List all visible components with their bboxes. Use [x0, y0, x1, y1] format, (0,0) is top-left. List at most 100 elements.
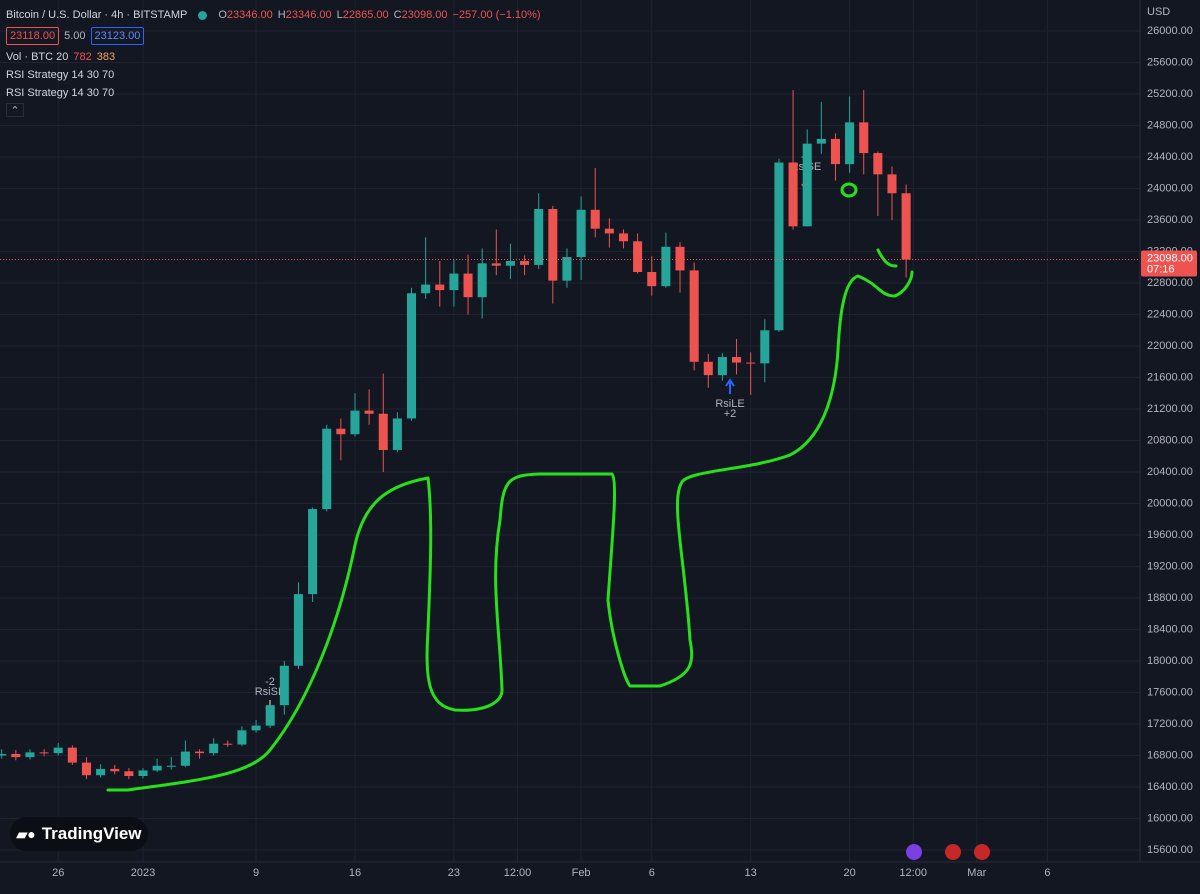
candle-body	[802, 143, 812, 227]
y-tick-label: 22800.00	[1147, 277, 1193, 289]
y-tick-label: 24400.00	[1147, 151, 1193, 163]
logo: ▰● TradingView	[10, 817, 148, 851]
y-tick-label: 21600.00	[1147, 371, 1193, 383]
candle-body	[562, 257, 572, 281]
candle-body	[520, 260, 530, 265]
last-price-label: 23098.00	[1147, 252, 1193, 264]
candle-body	[11, 753, 21, 758]
candle-body	[816, 138, 826, 144]
symbol: Bitcoin / U.S. Dollar · 4h · BITSTAMP	[6, 9, 188, 21]
y-tick-label: 26000.00	[1147, 25, 1193, 37]
candle-body	[604, 228, 614, 234]
candle-body	[576, 209, 586, 258]
candle-body	[491, 263, 501, 266]
y-tick-label: 17200.00	[1147, 718, 1193, 730]
candle-body	[421, 284, 431, 294]
y-tick-label: 25200.00	[1147, 88, 1193, 100]
candle-body	[647, 272, 657, 287]
h-value: 23346.00	[285, 9, 332, 21]
ohlc: L22865.00	[337, 9, 389, 21]
candle-body	[308, 509, 318, 595]
candle-body	[350, 410, 360, 435]
candle-body	[449, 273, 459, 291]
candle-body	[675, 246, 685, 271]
x-tick-label: 6	[649, 867, 655, 879]
y-tick-label: 15600.00	[1147, 844, 1193, 856]
candle-body	[39, 752, 49, 754]
buy-button[interactable]: 23123.00	[90, 27, 145, 45]
h-label: H	[277, 9, 286, 21]
candle-body	[53, 747, 63, 754]
indicator-legend[interactable]: RSI Strategy 14 30 70	[6, 87, 114, 99]
signal-label: RsiLE	[715, 398, 744, 410]
candle-body	[830, 138, 840, 165]
volume-label: Vol · BTC 20	[6, 51, 69, 63]
candle-body	[67, 747, 77, 763]
candle-body	[746, 362, 756, 364]
candle-body	[322, 428, 332, 510]
sell-button[interactable]: 23118.00	[6, 27, 60, 45]
last-price-box	[1141, 250, 1197, 277]
candle-body	[845, 122, 855, 165]
countdown: 07:16	[1147, 263, 1175, 275]
spread: 5.00	[64, 30, 86, 42]
icon[interactable]	[906, 844, 922, 860]
x-tick-label: 12:00	[504, 867, 532, 879]
signal-arrow	[725, 378, 735, 394]
x-tick-label: 16	[349, 867, 361, 879]
x-tick-label: 9	[253, 867, 259, 879]
indicator: RSI Strategy 14 30 70	[6, 87, 115, 99]
logo-text: TradingView	[41, 824, 142, 843]
y-tick-label: 20400.00	[1147, 466, 1193, 478]
event-icon[interactable]	[945, 844, 961, 860]
y-tick-label: 16800.00	[1147, 749, 1193, 761]
o-label: O	[218, 9, 227, 21]
candle-body	[96, 768, 106, 776]
candle-body	[364, 410, 374, 414]
candle-body	[223, 743, 233, 745]
indicator: RSI Strategy 14 30 70	[6, 69, 115, 81]
candle-body	[732, 357, 742, 363]
y-tick-label: 19600.00	[1147, 529, 1193, 541]
candle-body	[463, 273, 473, 298]
y-tick-label: 19200.00	[1147, 560, 1193, 572]
x-tick-label: 2023	[131, 867, 155, 879]
candle-body	[25, 752, 35, 758]
l-label: L	[336, 9, 343, 21]
status-dot	[198, 10, 208, 20]
volume-ma: 383	[96, 51, 116, 63]
indicator-legend[interactable]: RSI Strategy 14 30 70	[6, 69, 114, 81]
candle-body	[406, 293, 417, 419]
candle-body	[689, 270, 699, 362]
x-tick-label: 26	[52, 867, 64, 879]
c-label: C	[393, 9, 402, 21]
collapse-button[interactable]: ⌃	[6, 103, 24, 117]
y-tick-label: 24800.00	[1147, 119, 1193, 131]
candle-body	[534, 209, 544, 265]
drawing-mouth	[876, 248, 898, 268]
candle-body	[760, 330, 770, 364]
y-tick-label: 23600.00	[1147, 214, 1193, 226]
event-icon[interactable]	[974, 844, 990, 860]
candle-body	[477, 263, 487, 298]
x-tick-label: Mar	[967, 867, 986, 879]
candle-body	[505, 260, 515, 266]
candle-body	[124, 771, 134, 777]
candle-body	[237, 730, 247, 745]
candle-body	[265, 705, 275, 726]
x-tick-label: 12:00	[899, 867, 927, 879]
signal-qty: -2	[265, 676, 275, 688]
y-tick-label: 18400.00	[1147, 623, 1193, 635]
candle-body	[279, 665, 289, 706]
ohlc: C23098.00	[394, 9, 448, 21]
y-tick-label: 24000.00	[1147, 182, 1193, 194]
candle-body	[209, 743, 219, 754]
x-tick-label: 13	[745, 867, 757, 879]
legend-symbol: Bitcoin / U.S. Dollar · 4h · BITSTAMP O 2…	[6, 9, 541, 21]
candle-body	[392, 418, 402, 450]
y-tick-label: 20800.00	[1147, 434, 1193, 446]
y-tick-label: 18000.00	[1147, 655, 1193, 667]
candle-body	[590, 209, 600, 229]
candle-body	[152, 765, 162, 771]
